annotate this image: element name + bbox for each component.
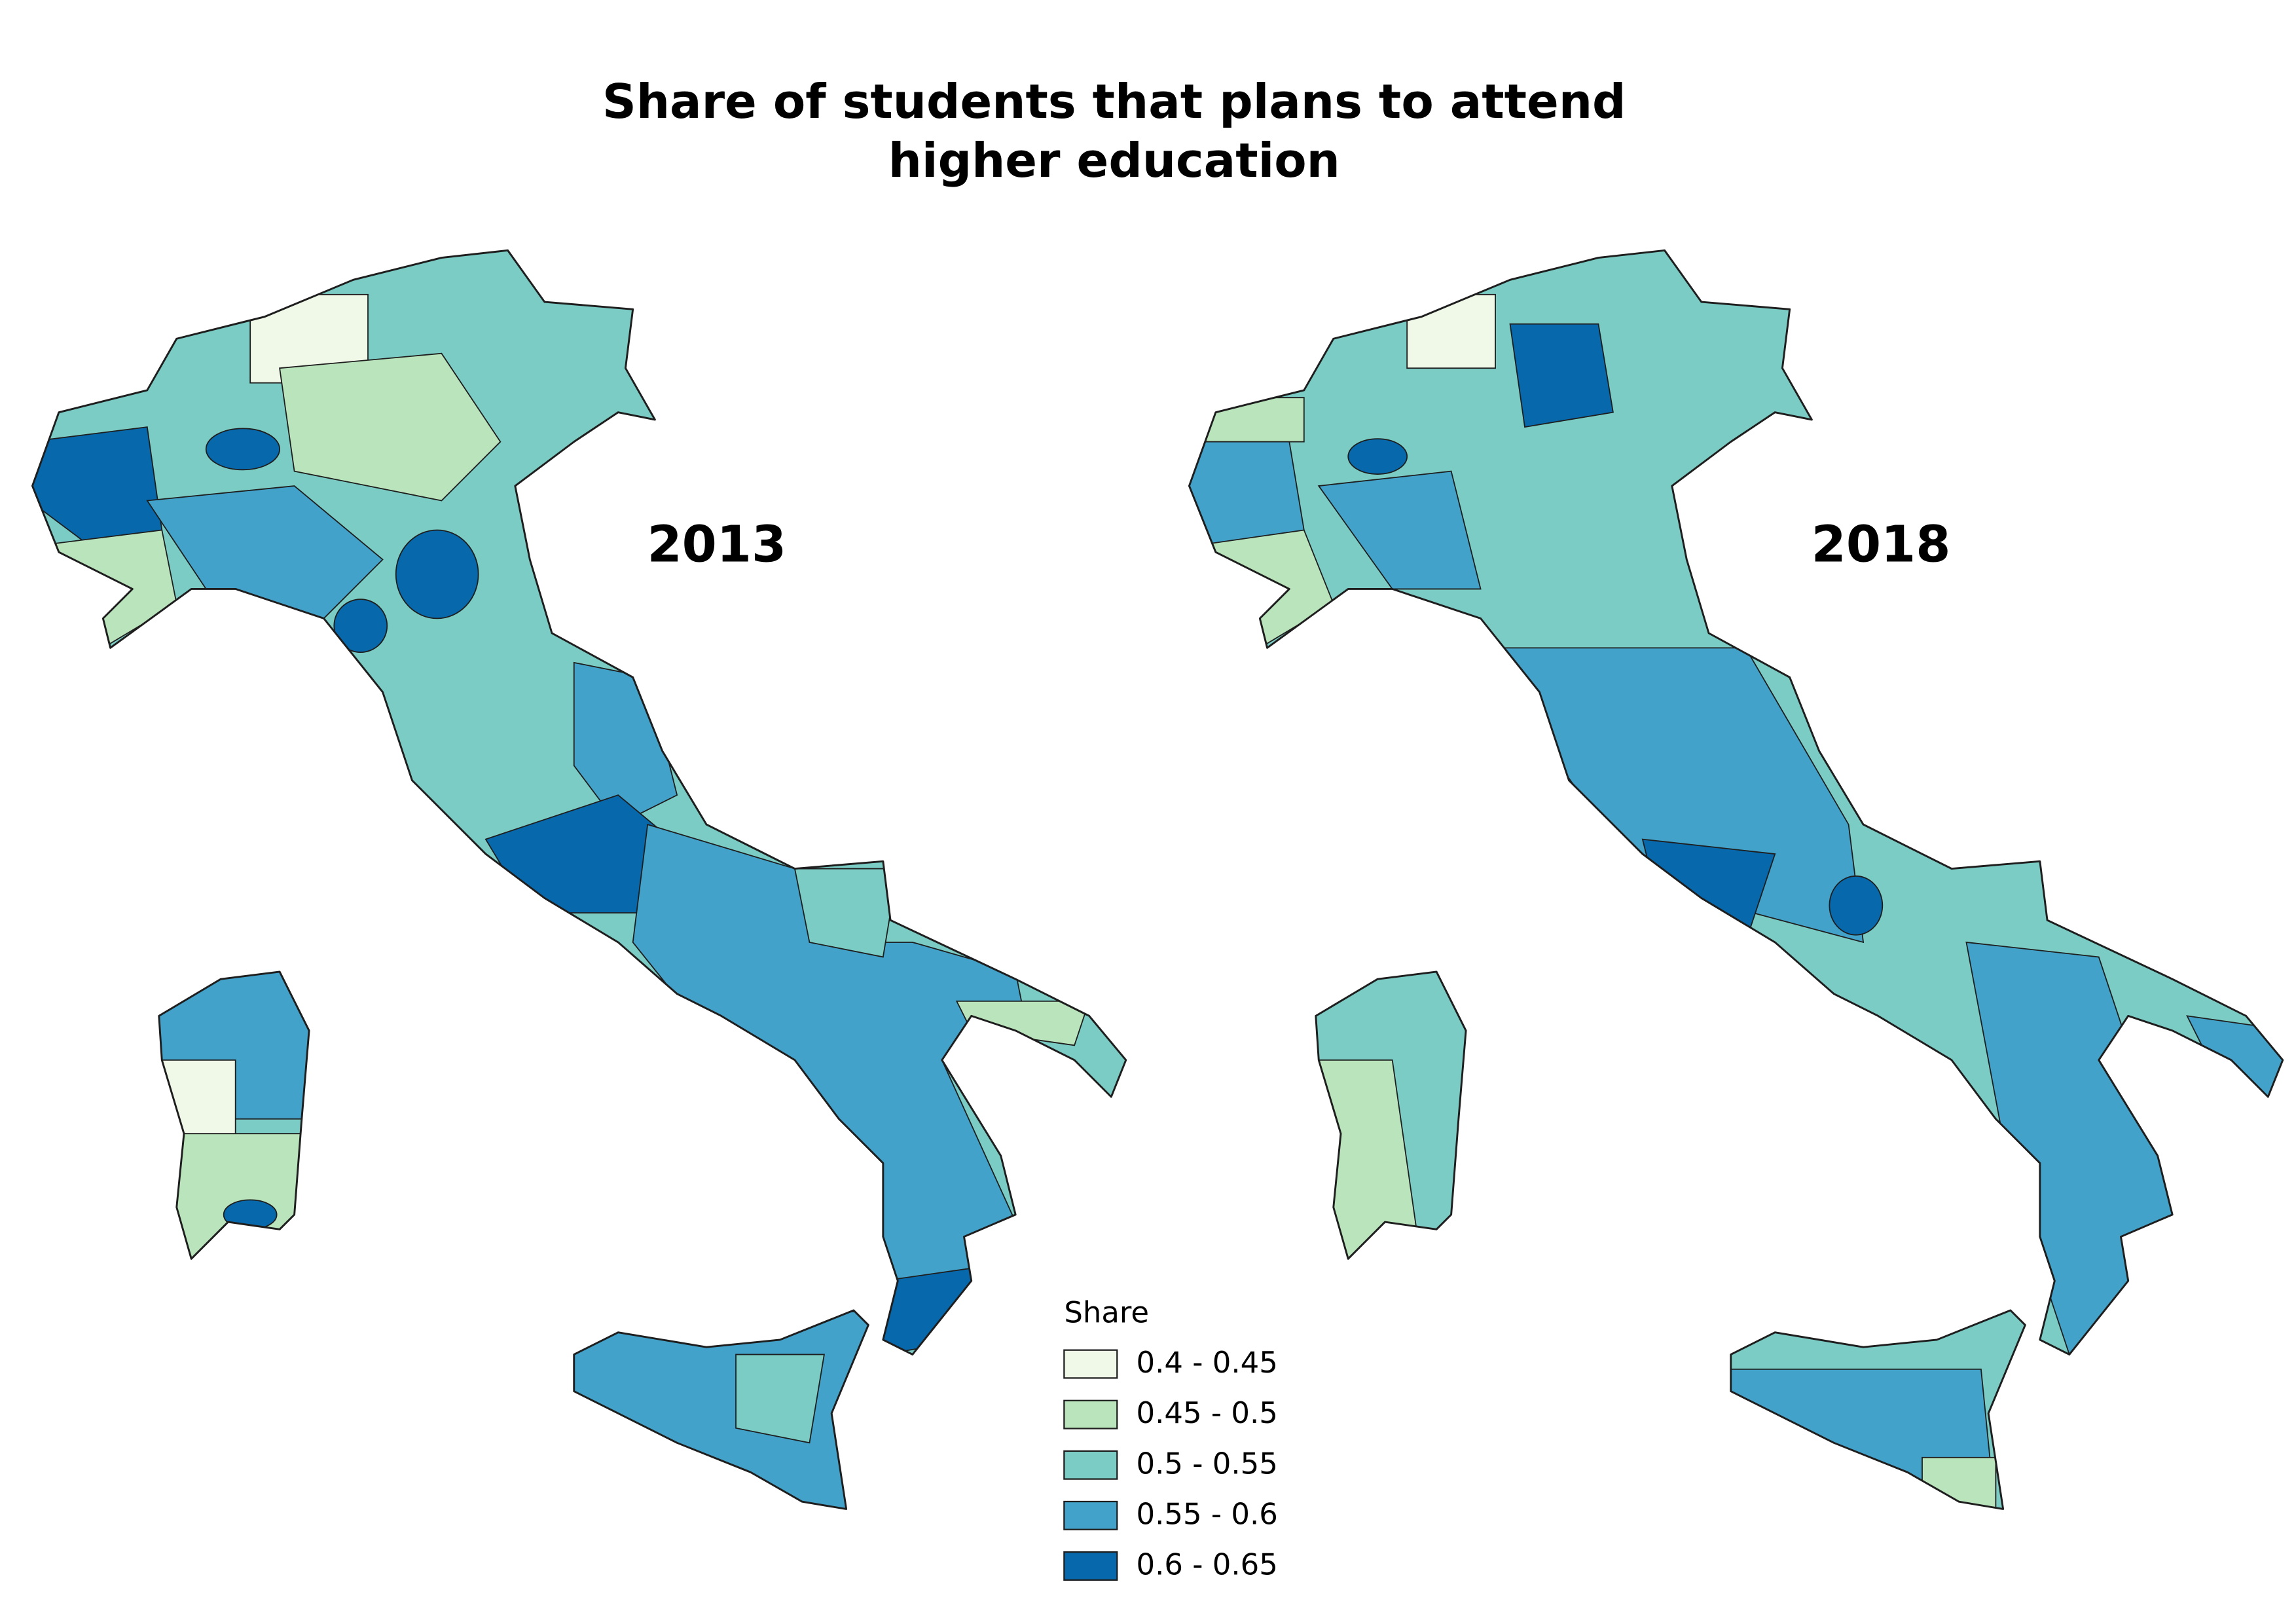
- province: [43, 529, 177, 649]
- province: [205, 428, 281, 471]
- province: [1347, 438, 1408, 475]
- legend-label: 0.4 - 0.45: [1137, 1345, 1278, 1380]
- province: [558, 1310, 884, 1509]
- legend-swatch: [1063, 1349, 1118, 1379]
- province: [955, 1000, 1090, 1046]
- province: [1494, 647, 1865, 944]
- title-line: higher education: [888, 133, 1340, 188]
- legend-swatch: [1063, 1500, 1118, 1530]
- legend-label: 0.45 - 0.5: [1137, 1395, 1278, 1430]
- title-line: Share of students that plans to attend: [602, 74, 1626, 129]
- province: [146, 1133, 310, 1267]
- legend-label: 0.6 - 0.65: [1137, 1547, 1278, 1582]
- legend-label: 0.5 - 0.55: [1137, 1446, 1278, 1481]
- legend-swatch: [1063, 1551, 1118, 1581]
- legend-label: 0.55 - 0.6: [1137, 1496, 1278, 1531]
- province: [1829, 875, 1884, 936]
- province: [279, 352, 501, 502]
- map-label: 2013: [647, 515, 786, 574]
- legend-swatch: [1063, 1399, 1118, 1430]
- legend-swatch: [1063, 1450, 1118, 1480]
- province: [793, 868, 899, 958]
- province: [146, 485, 384, 619]
- province: [1406, 293, 1496, 369]
- province: [1317, 470, 1482, 590]
- map-2013: 2013: [31, 249, 1127, 1510]
- legend: Share 0.4 - 0.45 0.45 - 0.5 0.5 - 0.55 0.55…: [1063, 1295, 1278, 1582]
- legend-title: Share: [1064, 1295, 1149, 1330]
- province: [735, 1354, 825, 1444]
- province: [2186, 1015, 2283, 1105]
- map-label: 2018: [1812, 515, 1951, 574]
- provinces: [1189, 250, 2283, 1509]
- province: [1509, 323, 1614, 428]
- province: [395, 529, 479, 619]
- province: [333, 599, 388, 653]
- map-2018: 2018: [1188, 249, 2284, 1510]
